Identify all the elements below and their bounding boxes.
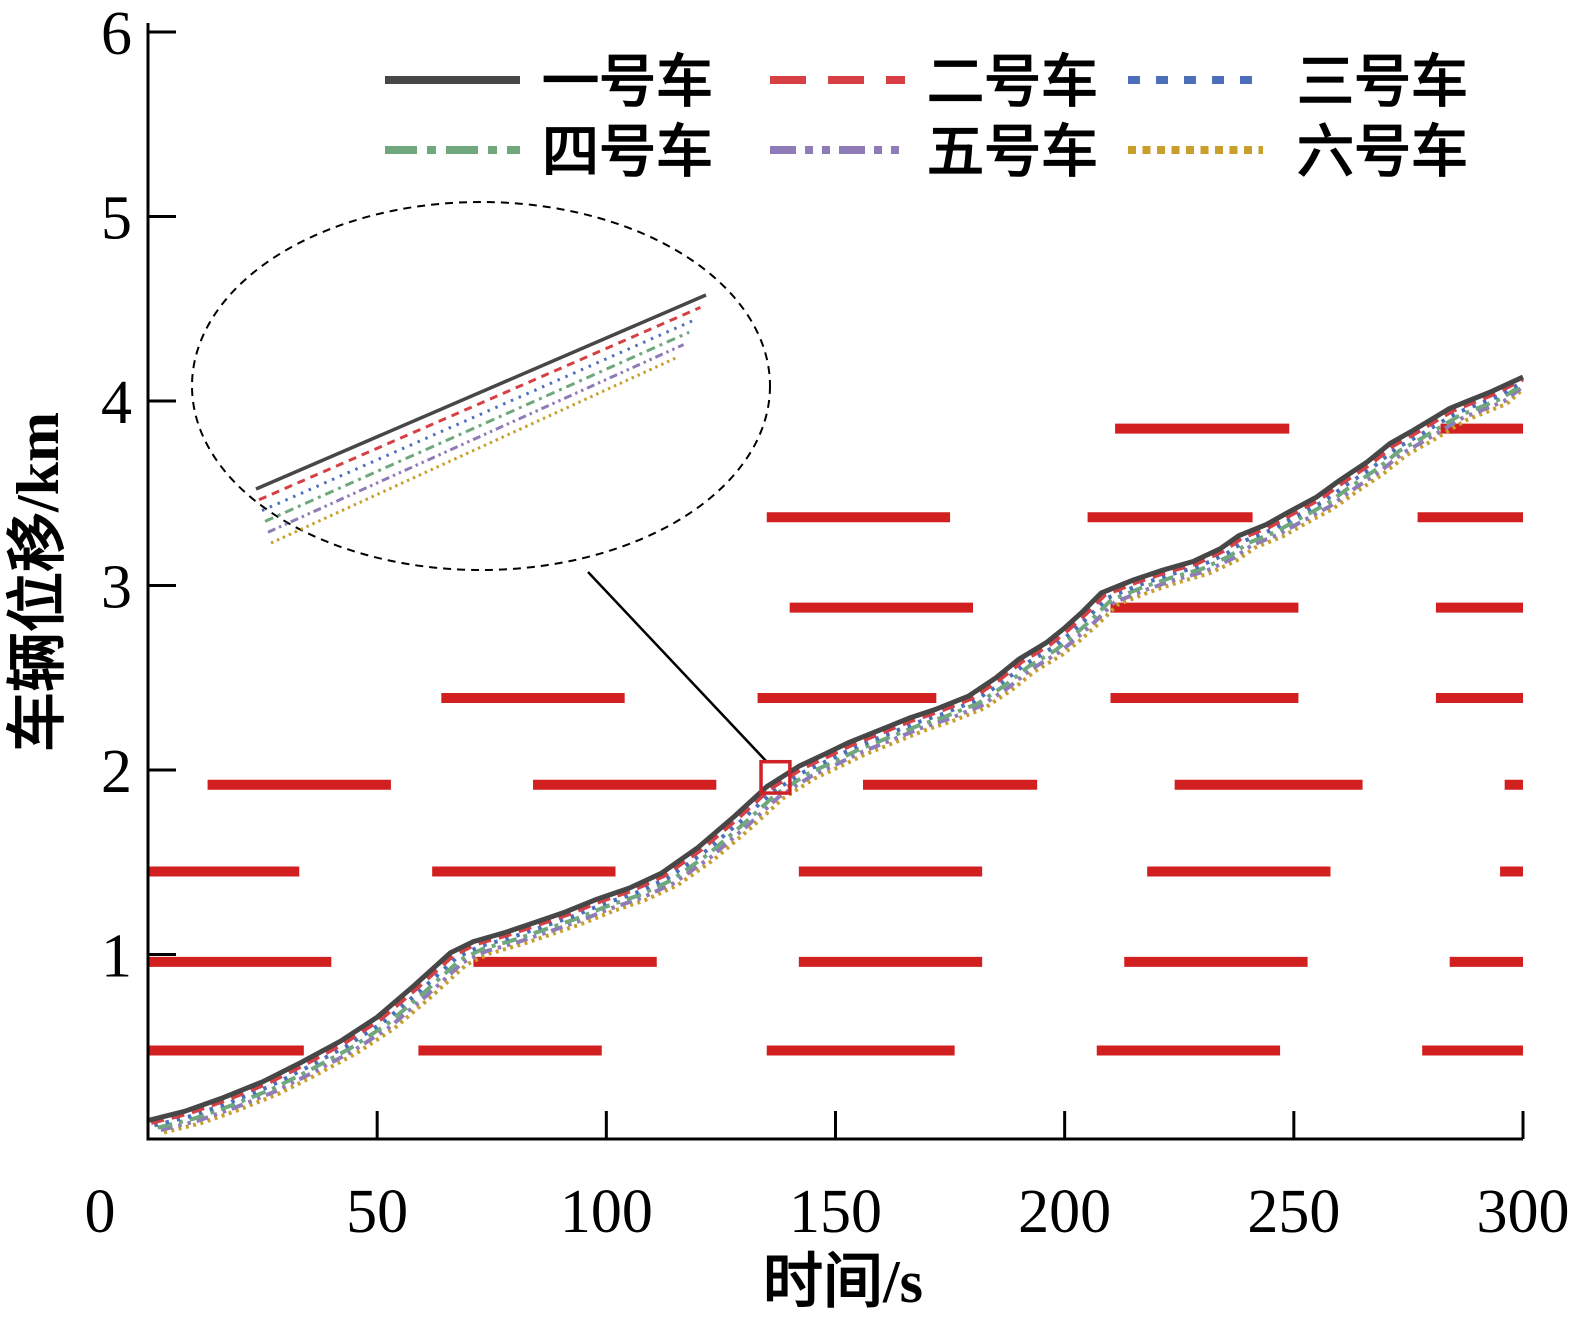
red-signal-bars	[148, 423, 1523, 1056]
x-tick-label: 150	[789, 1178, 882, 1246]
legend-label-car-3: 三号车	[1297, 51, 1468, 114]
car-curve-6	[163, 387, 1525, 1135]
x-tick-label: 250	[1247, 1178, 1340, 1246]
axis-tick-labels: 0 50 100 150 200 250 300 1 2 3 4 5 6	[85, 0, 1569, 1246]
y-axis-title: 车辆位移/km	[5, 412, 71, 752]
car-curve-4	[157, 382, 1525, 1130]
legend-label-car-1: 一号车	[542, 51, 713, 114]
x-axis-title: 时间/s	[763, 1249, 923, 1315]
x-tick-label: 100	[560, 1178, 653, 1246]
axis-ticks	[148, 30, 1525, 1139]
car-curve-1	[147, 374, 1525, 1123]
car-curve-5	[160, 385, 1525, 1133]
inset-curve-2	[258, 306, 701, 502]
legend-label-car-2: 二号车	[927, 51, 1098, 114]
inset-curve-6	[270, 355, 679, 545]
y-tick-label: 6	[101, 0, 132, 68]
inset-connector-line	[587, 571, 768, 763]
inset-magnifier	[191, 201, 792, 795]
inset-curve-3	[261, 318, 696, 512]
zoom-region-rect	[759, 759, 792, 795]
legend-label-car-4: 四号车	[542, 121, 713, 184]
y-tick-label: 3	[101, 554, 132, 622]
inset-curve-1	[255, 293, 707, 491]
y-tick-label: 5	[101, 185, 132, 253]
legend-label-car-6: 六号车	[1297, 121, 1468, 184]
legend: 一号车 二号车 三号车 四号车 五号车 六号车	[385, 51, 1468, 184]
plot-content	[147, 374, 1525, 1135]
car-curves	[147, 374, 1525, 1135]
y-tick-label: 4	[101, 369, 132, 437]
x-tick-label: 300	[1477, 1178, 1569, 1246]
inset-ellipse	[191, 201, 771, 571]
inset-curve-5	[267, 343, 685, 534]
x-tick-label: 0	[85, 1178, 116, 1246]
x-tick-label: 50	[346, 1178, 408, 1246]
y-tick-label: 1	[101, 923, 132, 991]
y-tick-label: 2	[101, 738, 132, 806]
legend-label-car-5: 五号车	[927, 121, 1098, 184]
x-tick-label: 200	[1018, 1178, 1111, 1246]
